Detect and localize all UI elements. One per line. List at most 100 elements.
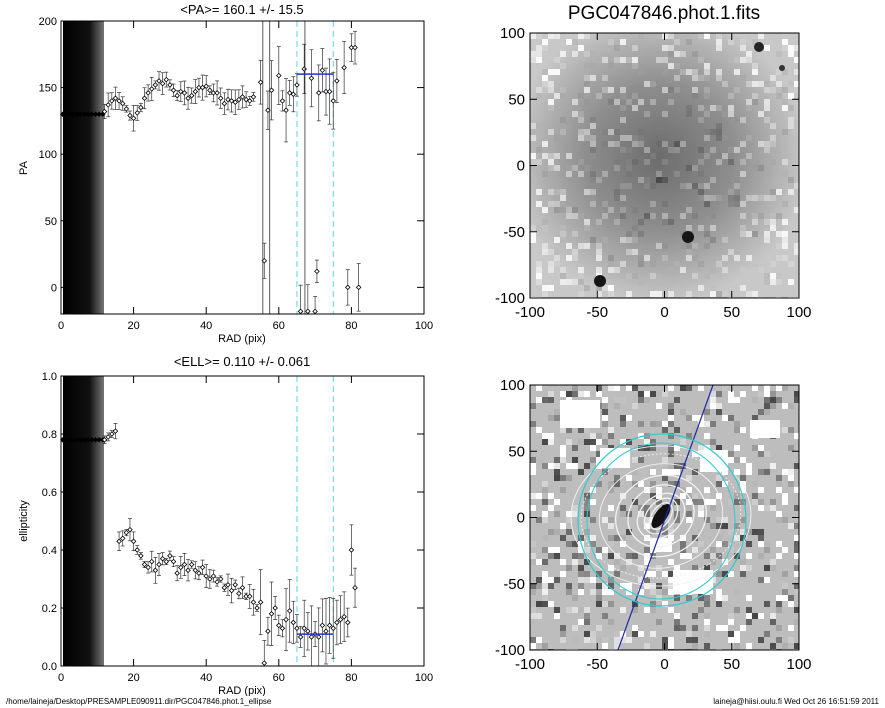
image-pixel (704, 243, 710, 249)
ell-point (268, 611, 275, 617)
image-pixel (542, 87, 548, 93)
image-pixel (764, 147, 770, 153)
residual-pixel (656, 487, 662, 493)
image-pixel (584, 285, 590, 291)
residual-pixel (578, 535, 584, 541)
image-pixel (590, 195, 596, 201)
residual-pixel (536, 559, 542, 565)
pa-point (101, 108, 108, 115)
image-pixel (560, 279, 566, 285)
residual-pixel (578, 547, 584, 553)
pa-point (148, 86, 155, 92)
residual-pixel (614, 403, 620, 409)
residual-pixel (632, 631, 638, 637)
image-pixel (656, 111, 662, 117)
residual-pixel (584, 439, 590, 445)
residual-pixel (764, 565, 770, 571)
residual-pixel (782, 403, 788, 409)
residual-pixel (584, 547, 590, 553)
residual-pixel (728, 637, 734, 643)
image-pixel (548, 165, 554, 171)
image-pixel (704, 69, 710, 75)
image-pixel (536, 147, 542, 153)
image-pixel (674, 87, 680, 93)
ell-point (178, 564, 184, 571)
residual-pixel (542, 487, 548, 493)
ell-point (221, 584, 228, 591)
image-pixel (632, 57, 638, 63)
residual-pixel (530, 421, 536, 427)
residual-pixel (728, 457, 734, 463)
residual-pixel (662, 601, 668, 607)
residual-pixel (662, 457, 668, 463)
image-pixel (584, 51, 590, 57)
residual-pixel (674, 619, 680, 625)
residual-pixel (566, 517, 572, 523)
residual-pixel (698, 445, 704, 451)
pa-point (334, 78, 340, 84)
residual-pixel (602, 583, 608, 589)
image-pixel (572, 99, 578, 105)
residual-pixel (632, 625, 638, 631)
image-pixel (560, 93, 566, 99)
image-pixel (758, 267, 764, 273)
image-pixel (686, 183, 692, 189)
ell-ylabel: ellipticity (18, 500, 30, 542)
image-pixel (764, 81, 770, 87)
image-pixel (662, 177, 668, 183)
image-pixel (776, 225, 782, 231)
residual-pixel (596, 637, 602, 643)
residual-pixel (716, 595, 722, 601)
residual-pixel (704, 487, 710, 493)
image-pixel (740, 39, 746, 45)
residual-pixel (602, 421, 608, 427)
residual-pixel (692, 427, 698, 433)
residual-pixel (692, 637, 698, 643)
residual-pixel (740, 499, 746, 505)
residual-pixel (668, 529, 674, 535)
image-pixel (608, 207, 614, 213)
residual-pixel (620, 631, 626, 637)
residual-pixel (542, 559, 548, 565)
pa-point (89, 111, 95, 117)
image-pixel (764, 45, 770, 51)
residual-pixel (782, 499, 788, 505)
residual-pixel (668, 409, 674, 415)
image-pixel (584, 135, 590, 141)
residual-pixel (794, 487, 799, 493)
residual-pixel (674, 445, 680, 451)
residual-pixel (596, 433, 602, 439)
ell-point (67, 437, 73, 443)
residual-pixel (734, 589, 740, 595)
image-pixel (656, 171, 662, 177)
residual-pixel (560, 391, 566, 397)
image-pixel (536, 93, 542, 99)
image-pixel (656, 57, 662, 63)
image-pixel (644, 159, 650, 165)
image-pixel (716, 153, 722, 159)
residual-pixel (614, 637, 620, 643)
residual-pixel (776, 607, 782, 613)
image-pixel (560, 117, 566, 123)
image-pixel (584, 63, 590, 69)
residual-pixel (638, 589, 644, 595)
residual-pixel (644, 571, 650, 577)
image-pixel (674, 141, 680, 147)
ell-point (130, 538, 137, 545)
isophote-ellipse (580, 453, 742, 579)
residual-pixel (794, 463, 799, 469)
residual-pixel (740, 571, 746, 577)
pa-xlabel: RAD (pix) (218, 333, 266, 345)
residual-pixel (758, 505, 764, 511)
residual-pixel (656, 619, 662, 625)
image-pixel (698, 57, 704, 63)
residual-pixel (776, 601, 782, 607)
image-pixel (770, 225, 776, 231)
image-xtick-label: -100 (515, 304, 545, 321)
image-pixel (590, 51, 596, 57)
residual-pixel (602, 397, 608, 403)
image-pixel (638, 219, 644, 225)
image-pixel (794, 87, 799, 93)
residual-pixel (716, 475, 722, 481)
image-pixel (734, 147, 740, 153)
